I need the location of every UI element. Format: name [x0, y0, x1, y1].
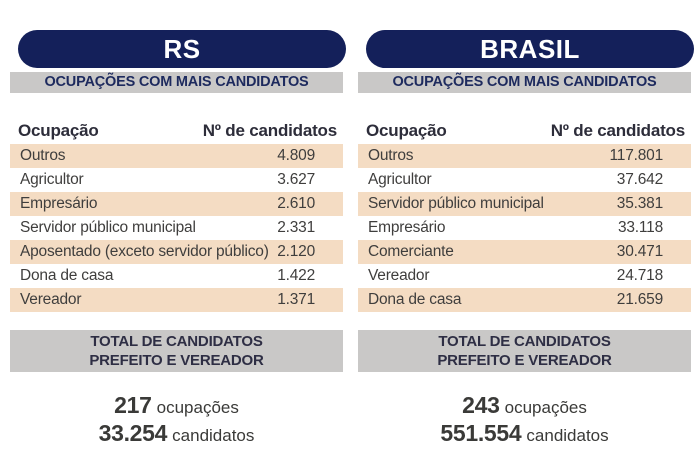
occupations-total-line: 243 ocupações	[358, 393, 691, 421]
occupation-cell: Vereador	[20, 291, 82, 308]
occupation-cell: Vereador	[368, 267, 430, 284]
table-row: Vereador 24.718	[358, 264, 691, 288]
occupations-count-label: ocupações	[504, 398, 587, 417]
column-rs: RS OCUPAÇÕES COM MAIS CANDIDATOS Ocupaçã…	[10, 30, 346, 466]
candidates-cell: 24.718	[616, 267, 663, 284]
table-row: Servidor público municipal 35.381	[358, 192, 691, 216]
occupation-cell: Empresário	[368, 219, 446, 236]
occupations-count-value: 217	[114, 392, 152, 418]
table-row: Aposentado (exceto servidor público) 2.1…	[10, 240, 343, 264]
table-header-row: Ocupação Nº de candidatos	[10, 119, 343, 144]
region-label: BRASIL	[480, 33, 580, 64]
occupations-count-value: 243	[462, 392, 500, 418]
table-row: Agricultor 3.627	[10, 168, 343, 192]
candidates-cell: 30.471	[616, 243, 663, 260]
occupation-cell: Outros	[20, 147, 66, 164]
occupation-cell: Outros	[368, 147, 414, 164]
table-header-row: Ocupação Nº de candidatos	[358, 119, 691, 144]
total-candidates-box: TOTAL DE CANDIDATOS PREFEITO E VEREADOR	[358, 330, 691, 372]
table-row: Empresário 2.610	[10, 192, 343, 216]
candidates-cell: 2.120	[277, 243, 315, 260]
table-row: Empresário 33.118	[358, 216, 691, 240]
candidates-cell: 21.659	[616, 291, 663, 308]
occupations-table: Outros 4.809 Agricultor 3.627 Empresário…	[10, 144, 343, 312]
total-box-line-2: PREFEITO E VEREADOR	[89, 352, 264, 369]
region-title-pill-brasil: BRASIL	[366, 30, 694, 68]
occupation-cell: Dona de casa	[368, 291, 462, 308]
table-header-occupation: Ocupação	[366, 121, 447, 140]
table-row: Dona de casa 21.659	[358, 288, 691, 312]
column-brasil: BRASIL OCUPAÇÕES COM MAIS CANDIDATOS Ocu…	[358, 30, 694, 466]
candidates-count-label: candidatos	[172, 426, 255, 445]
table-row: Comerciante 30.471	[358, 240, 691, 264]
candidates-cell: 1.422	[277, 267, 315, 284]
occupation-cell: Agricultor	[368, 171, 432, 188]
table-row: Vereador 1.371	[10, 288, 343, 312]
occupations-total-line: 217 ocupações	[10, 393, 343, 421]
table-header-count: Nº de candidatos	[550, 121, 686, 140]
candidates-count-label: candidatos	[526, 426, 609, 445]
summary-totals: 217 ocupações 33.254 candidatos	[10, 393, 343, 449]
candidates-cell: 35.381	[616, 195, 663, 212]
candidates-total-line: 551.554 candidatos	[358, 421, 691, 449]
table-row: Agricultor 37.642	[358, 168, 691, 192]
table-row: Outros 117.801	[358, 144, 691, 168]
region-label: RS	[163, 33, 201, 64]
region-title-pill-rs: RS	[18, 30, 346, 68]
occupation-cell: Aposentado (exceto servidor público)	[20, 243, 269, 260]
candidates-cell: 2.331	[277, 219, 315, 236]
candidates-cell: 2.610	[277, 195, 315, 212]
occupation-cell: Comerciante	[368, 243, 454, 260]
candidates-count-value: 33.254	[98, 420, 168, 446]
table-row: Outros 4.809	[10, 144, 343, 168]
occupation-cell: Empresário	[20, 195, 98, 212]
candidates-cell: 117.801	[609, 147, 664, 164]
occupation-cell: Dona de casa	[20, 267, 114, 284]
total-box-line-2: PREFEITO E VEREADOR	[437, 352, 612, 369]
table-header-count: Nº de candidatos	[202, 121, 338, 140]
candidates-count-value: 551.554	[440, 420, 522, 446]
occupations-table: Outros 117.801 Agricultor 37.642 Servido…	[358, 144, 691, 312]
occupation-cell: Servidor público municipal	[20, 219, 196, 236]
candidates-cell: 1.371	[277, 291, 315, 308]
total-box-line-1: TOTAL DE CANDIDATOS	[90, 333, 263, 350]
total-candidates-box: TOTAL DE CANDIDATOS PREFEITO E VEREADOR	[10, 330, 343, 372]
candidates-total-line: 33.254 candidatos	[10, 421, 343, 449]
occupation-cell: Servidor público municipal	[368, 195, 544, 212]
total-box-line-1: TOTAL DE CANDIDATOS	[438, 333, 611, 350]
table-row: Servidor público municipal 2.331	[10, 216, 343, 240]
occupation-cell: Agricultor	[20, 171, 84, 188]
candidates-cell: 3.627	[277, 171, 315, 188]
candidates-cell: 4.809	[277, 147, 315, 164]
candidates-cell: 33.118	[617, 219, 663, 236]
section-title-bar: OCUPAÇÕES COM MAIS CANDIDATOS	[10, 72, 343, 93]
occupations-count-label: ocupações	[156, 398, 239, 417]
section-title-bar: OCUPAÇÕES COM MAIS CANDIDATOS	[358, 72, 691, 93]
summary-totals: 243 ocupações 551.554 candidatos	[358, 393, 691, 449]
table-row: Dona de casa 1.422	[10, 264, 343, 288]
candidates-cell: 37.642	[616, 171, 663, 188]
table-header-occupation: Ocupação	[18, 121, 99, 140]
